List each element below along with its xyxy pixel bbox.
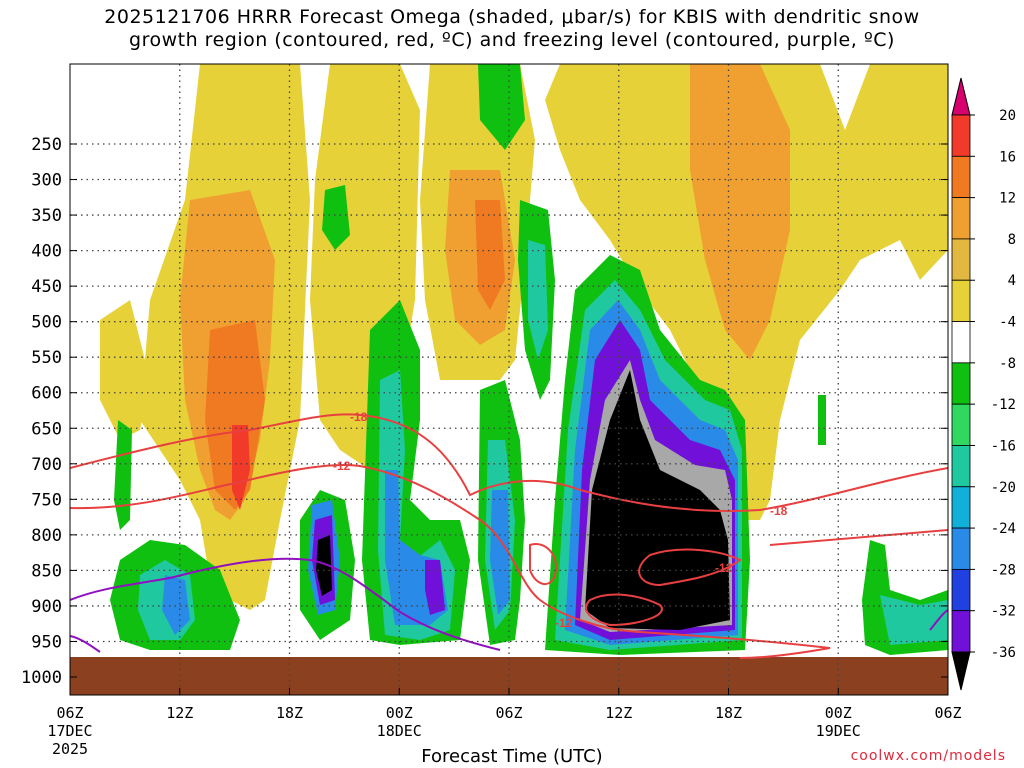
colorbar-label: -28	[991, 562, 1016, 578]
contour-label: -18	[770, 504, 788, 518]
colorbar-swatch	[951, 155, 971, 199]
credit-link[interactable]: coolwx.com/models	[850, 748, 1006, 764]
y-tick-label: 950	[31, 632, 62, 652]
dgz-contour-12	[585, 593, 663, 627]
omega-fill-orange-dark	[205, 320, 265, 510]
colorbar-label: -4	[999, 315, 1016, 331]
colorbar-swatch	[951, 445, 971, 488]
omega-fill-teal	[880, 595, 948, 645]
y-tick-label: 350	[31, 206, 62, 226]
omega-fill-blue	[490, 490, 510, 615]
chart-title-line1: 2025121706 HRRR Forecast Omega (shaded, …	[104, 6, 920, 28]
colorbar-swatch	[951, 568, 971, 612]
omega-shading	[70, 64, 948, 695]
x-tick-label: 12Z	[166, 704, 193, 722]
colorbar-swatch	[951, 238, 971, 281]
colorbar-swatch	[951, 362, 971, 405]
dgz-contour-12	[638, 548, 742, 587]
x-axis-label: Forecast Time (UTC)	[421, 746, 603, 767]
dgz-contour-12	[70, 463, 831, 659]
colorbar-triangle-bottom	[951, 651, 971, 691]
omega-fill-green	[478, 64, 525, 150]
colorbar-label: 8	[1008, 232, 1016, 248]
colorbar-triangle-top	[951, 77, 971, 116]
omega-fill-teal	[528, 240, 548, 360]
colorbar-label: 20	[999, 108, 1016, 124]
dgz-contour-12	[769, 529, 948, 546]
y-tick-label: 750	[31, 490, 62, 510]
dgz-contour-12	[529, 543, 557, 585]
omega-fill-black	[316, 535, 332, 596]
colorbar-label: 12	[999, 191, 1016, 207]
x-tick-date: 19DEC	[816, 722, 861, 740]
omega-fill-red	[232, 425, 250, 510]
colorbar: 20 16 12 8 4 -4 -8 -12 -16 -20 -24 -28 -32 -36	[951, 77, 1016, 691]
y-tick-label: 800	[31, 526, 62, 546]
omega-fill-black	[585, 370, 730, 630]
colorbar-swatch	[951, 114, 971, 157]
chart-title-line2: growth region (contoured, red, ºC) and f…	[129, 29, 895, 51]
colorbar-swatch	[951, 610, 971, 653]
omega-fill-green	[322, 185, 350, 250]
y-axis: 250 300 350 400 450 500 550 600 650 700 750 800 850 9…	[21, 135, 948, 688]
colorbar-swatch	[951, 403, 971, 446]
grid	[70, 64, 948, 695]
colorbar-swatch	[951, 486, 971, 529]
colorbar-label: -36	[991, 645, 1016, 661]
freezing-level-contour	[70, 635, 101, 653]
dgz-contour-18	[70, 413, 948, 512]
x-tick-year: 2025	[52, 740, 88, 758]
y-tick-label: 1000	[21, 668, 62, 688]
y-tick-label: 500	[31, 313, 62, 333]
x-tick-label: 18Z	[715, 704, 742, 722]
omega-fill-green	[818, 395, 826, 445]
colorbar-label: -8	[999, 356, 1016, 372]
y-tick-label: 900	[31, 597, 62, 617]
x-tick-date: 17DEC	[47, 722, 92, 740]
freezing-level-contour	[70, 557, 501, 651]
contour-label: -18	[350, 410, 368, 424]
colorbar-label: 16	[999, 149, 1016, 165]
colorbar-label: -32	[991, 604, 1016, 620]
y-tick-label: 300	[31, 171, 62, 191]
colorbar-label: -12	[991, 397, 1016, 413]
x-tick-label: 06Z	[934, 704, 961, 722]
colorbar-label: -20	[991, 480, 1016, 496]
x-tick-label: 18Z	[276, 704, 303, 722]
y-tick-label: 650	[31, 419, 62, 439]
x-tick-label: 06Z	[56, 704, 83, 722]
freezing-level-contour	[929, 609, 948, 631]
omega-fill-blue	[162, 575, 190, 635]
y-tick-label: 550	[31, 348, 62, 368]
colorbar-swatch	[951, 197, 971, 240]
y-tick-label: 850	[31, 561, 62, 581]
x-tick-label: 00Z	[386, 704, 413, 722]
omega-fill-green	[114, 420, 132, 530]
contour-label: -12	[715, 561, 733, 575]
colorbar-label: -16	[991, 438, 1016, 454]
colorbar-label: -24	[991, 521, 1016, 537]
y-tick-label: 600	[31, 384, 62, 404]
x-tick-label: 06Z	[495, 704, 522, 722]
x-tick-label: 00Z	[825, 704, 852, 722]
colorbar-swatch	[951, 527, 971, 570]
y-tick-label: 700	[31, 455, 62, 475]
colorbar-swatch	[951, 279, 971, 322]
omega-fill-orange-dark	[475, 200, 505, 310]
x-tick-label: 12Z	[605, 704, 632, 722]
x-tick-date: 18DEC	[377, 722, 422, 740]
omega-fill-yellow	[100, 300, 150, 440]
contour-label: -12	[555, 616, 573, 630]
contour-label: -12	[333, 459, 351, 473]
colorbar-swatch	[951, 321, 971, 364]
omega-fill-purple	[425, 560, 445, 615]
chart-title: 2025121706 HRRR Forecast Omega (shaded, …	[0, 6, 1024, 52]
colorbar-label: 4	[1008, 273, 1016, 289]
y-tick-label: 400	[31, 242, 62, 262]
y-tick-label: 450	[31, 277, 62, 297]
y-tick-label: 250	[31, 135, 62, 155]
